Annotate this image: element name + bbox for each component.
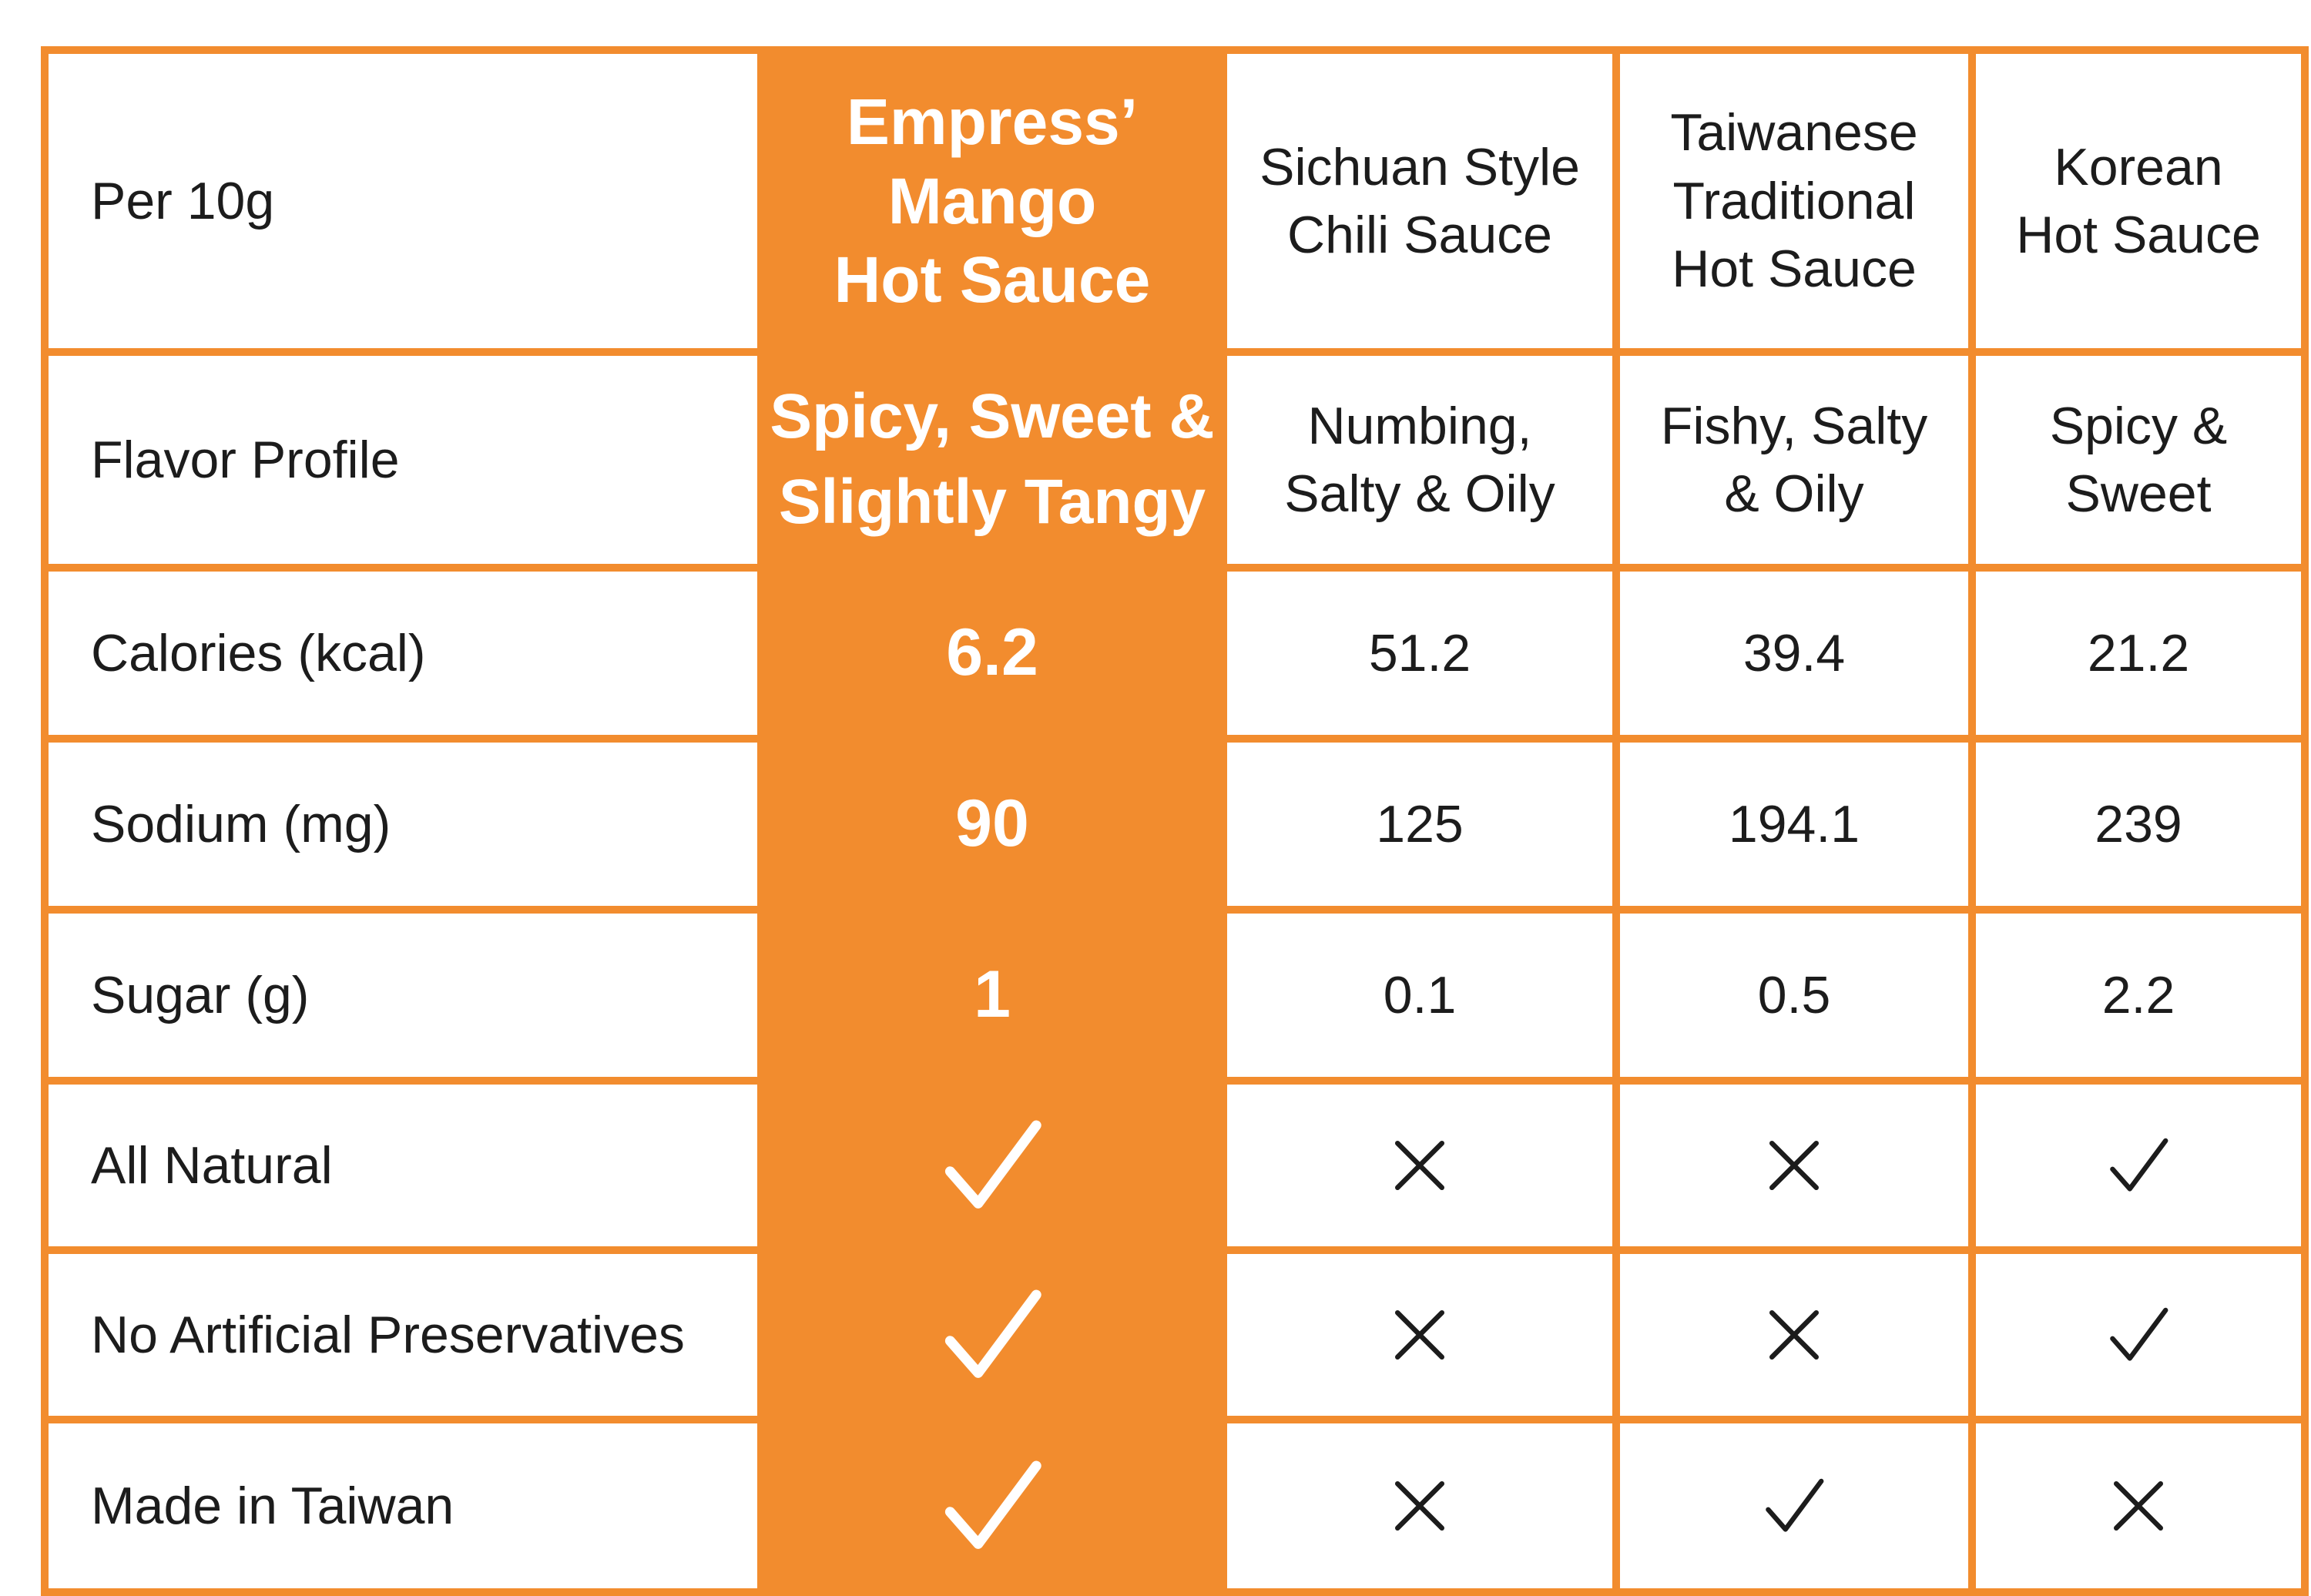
check-icon xyxy=(1766,1478,1824,1532)
sugar-taiwanese: 0.5 xyxy=(1620,914,1968,1077)
check-icon xyxy=(944,1460,1041,1549)
row-label-flavor-profile: Flavor Profile xyxy=(49,356,757,564)
sodium-korean: 239 xyxy=(1976,743,2301,906)
sugar-sichuan: 0.1 xyxy=(1227,914,1612,1077)
check-icon xyxy=(2110,1307,2168,1361)
made-in-taiwan-sichuan xyxy=(1227,1423,1612,1588)
calories-empress-mango: 6.2 xyxy=(765,572,1219,735)
sugar-empress-mango: 1 xyxy=(765,914,1219,1077)
check-icon xyxy=(2110,1138,2168,1192)
made-in-taiwan-taiwanese xyxy=(1620,1423,1968,1588)
preservatives-taiwanese xyxy=(1620,1254,1968,1416)
preservatives-empress-mango xyxy=(765,1254,1219,1416)
row-label-no-artificial-preservatives: No Artificial Preservatives xyxy=(49,1254,757,1416)
comparison-table: Per 10g Empress’ Mango Hot Sauce Sichuan… xyxy=(41,46,2309,1596)
all-natural-empress-mango xyxy=(765,1085,1219,1246)
cross-icon xyxy=(1769,1310,1819,1360)
column-header-sichuan: Sichuan Style Chili Sauce xyxy=(1227,54,1612,348)
flavor-taiwanese: Fishy, Salty & Oily xyxy=(1620,356,1968,564)
cross-icon xyxy=(2114,1481,2163,1531)
row-label-all-natural: All Natural xyxy=(49,1085,757,1246)
made-in-taiwan-korean xyxy=(1976,1423,2301,1588)
flavor-empress-mango: Spicy, Sweet & Slightly Tangy xyxy=(765,356,1219,564)
sugar-korean: 2.2 xyxy=(1976,914,2301,1077)
row-label-made-in-taiwan: Made in Taiwan xyxy=(49,1423,757,1588)
calories-sichuan: 51.2 xyxy=(1227,572,1612,735)
made-in-taiwan-empress-mango xyxy=(765,1423,1219,1588)
all-natural-taiwanese xyxy=(1620,1085,1968,1246)
all-natural-sichuan xyxy=(1227,1085,1612,1246)
preservatives-korean xyxy=(1976,1254,2301,1416)
row-label-sugar: Sugar (g) xyxy=(49,914,757,1077)
column-header-korean: Korean Hot Sauce xyxy=(1976,54,2301,348)
column-header-taiwanese: Taiwanese Traditional Hot Sauce xyxy=(1620,54,1968,348)
cross-icon xyxy=(1395,1481,1444,1531)
all-natural-korean xyxy=(1976,1085,2301,1246)
row-label-calories: Calories (kcal) xyxy=(49,572,757,735)
check-icon xyxy=(944,1289,1041,1378)
preservatives-sichuan xyxy=(1227,1254,1612,1416)
flavor-sichuan: Numbing, Salty & Oily xyxy=(1227,356,1612,564)
calories-korean: 21.2 xyxy=(1976,572,2301,735)
corner-label: Per 10g xyxy=(49,54,757,348)
flavor-korean: Spicy & Sweet xyxy=(1976,356,2301,564)
sodium-taiwanese: 194.1 xyxy=(1620,743,1968,906)
sodium-empress-mango: 90 xyxy=(765,743,1219,906)
sodium-sichuan: 125 xyxy=(1227,743,1612,906)
cross-icon xyxy=(1395,1141,1444,1190)
cross-icon xyxy=(1769,1141,1819,1190)
row-label-sodium: Sodium (mg) xyxy=(49,743,757,906)
calories-taiwanese: 39.4 xyxy=(1620,572,1968,735)
cross-icon xyxy=(1395,1310,1444,1360)
check-icon xyxy=(944,1120,1041,1209)
column-header-empress-mango: Empress’ Mango Hot Sauce xyxy=(765,54,1219,348)
